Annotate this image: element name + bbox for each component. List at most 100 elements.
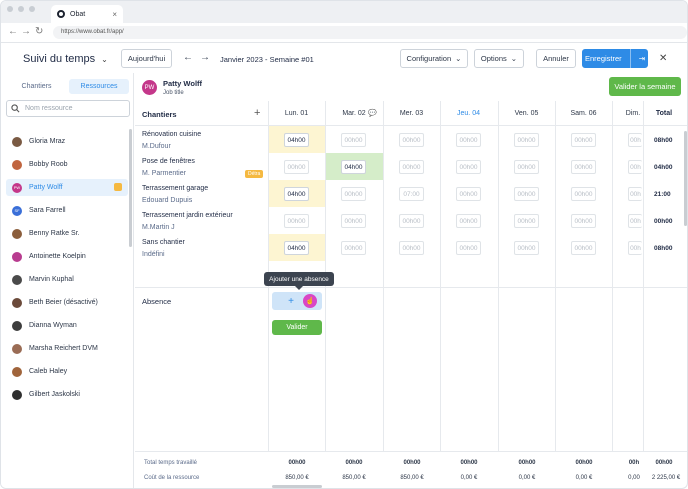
hour-input[interactable]: 04h00 bbox=[284, 133, 309, 147]
hour-input[interactable]: 04h00 bbox=[284, 241, 309, 255]
hour-input[interactable]: 04h00 bbox=[341, 160, 366, 174]
site-client: M.Dufour bbox=[142, 143, 171, 150]
absence-label: Absence bbox=[142, 297, 172, 306]
browser-tabbar: Obat × bbox=[1, 1, 687, 23]
page-title: Suivi du temps bbox=[23, 53, 96, 65]
comment-icon[interactable]: 💬 bbox=[368, 110, 377, 117]
hour-input[interactable]: 00h00 bbox=[571, 241, 596, 255]
cancel-button[interactable]: Annuler bbox=[536, 49, 576, 68]
avatar: PW bbox=[12, 182, 22, 193]
window-maximize-dot[interactable] bbox=[29, 6, 35, 12]
worker-name: Beth Beier (désactivé) bbox=[29, 299, 98, 306]
worker-item[interactable]: Antoinette Koelpin bbox=[6, 248, 128, 265]
avatar: PW bbox=[142, 80, 157, 95]
worker-item[interactable]: SF Sara Farrell bbox=[6, 202, 128, 219]
hour-input[interactable]: 00h00 bbox=[514, 133, 539, 147]
worker-item[interactable]: Gilbert Jaskolski bbox=[6, 386, 128, 403]
hour-input[interactable]: 00h00 bbox=[341, 214, 366, 228]
hour-input[interactable]: 00h bbox=[628, 160, 642, 174]
hour-input[interactable]: 00h00 bbox=[571, 214, 596, 228]
avatar bbox=[12, 343, 22, 354]
hour-input[interactable]: 00h00 bbox=[514, 241, 539, 255]
hour-input[interactable]: 00h00 bbox=[456, 241, 481, 255]
hour-input[interactable]: 00h00 bbox=[341, 133, 366, 147]
search-input[interactable] bbox=[25, 105, 115, 112]
tab-chantiers[interactable]: Chantiers bbox=[21, 83, 52, 90]
back-arrow-icon[interactable]: ← bbox=[8, 26, 18, 37]
hour-input[interactable]: 00h00 bbox=[514, 187, 539, 201]
vertical-scrollbar[interactable] bbox=[684, 131, 687, 226]
day-header: Ven. 05 bbox=[514, 110, 539, 117]
save-button[interactable]: Enregistrer ⇥ bbox=[582, 49, 648, 68]
worker-item[interactable]: Bobby Roob bbox=[6, 156, 128, 173]
hour-input[interactable]: 00h00 bbox=[571, 187, 596, 201]
chevron-down-icon: ⌄ bbox=[510, 54, 518, 63]
hour-input[interactable]: 07:00 bbox=[399, 187, 424, 201]
hour-input[interactable]: 00h00 bbox=[284, 214, 309, 228]
worker-name: Antoinette Koelpin bbox=[29, 253, 86, 260]
hour-input[interactable]: 00h00 bbox=[399, 133, 424, 147]
validate-week-button[interactable]: Valider la semaine bbox=[609, 77, 681, 96]
footer-time: 00h00 bbox=[575, 460, 593, 466]
hour-input[interactable]: 04h00 bbox=[284, 187, 309, 201]
url-field[interactable]: https://www.obat.fr/app/ bbox=[53, 26, 687, 39]
hour-input[interactable]: 00h00 bbox=[456, 187, 481, 201]
page-title-dropdown[interactable]: Suivi du temps ⌄ bbox=[23, 53, 108, 65]
hour-input[interactable]: 00h00 bbox=[341, 241, 366, 255]
next-week-arrow-icon[interactable]: → bbox=[200, 52, 210, 63]
hour-input[interactable]: 00h00 bbox=[399, 241, 424, 255]
configuration-button[interactable]: Configuration ⌄ bbox=[400, 49, 468, 68]
worker-item[interactable]: Gloria Mraz bbox=[6, 133, 128, 150]
tab-title: Obat bbox=[70, 10, 86, 18]
worker-name: Gloria Mraz bbox=[29, 138, 66, 145]
sidebar-scrollbar[interactable] bbox=[129, 129, 132, 247]
hour-input[interactable]: 00h00 bbox=[399, 214, 424, 228]
add-chantier-icon[interactable]: + bbox=[254, 107, 261, 119]
window-close-dot[interactable] bbox=[7, 6, 13, 12]
forward-arrow-icon[interactable]: → bbox=[21, 26, 31, 37]
reload-icon[interactable]: ↻ bbox=[35, 26, 44, 37]
site-client: M. Parmentier bbox=[142, 170, 186, 177]
window-minimize-dot[interactable] bbox=[18, 6, 24, 12]
avatar bbox=[12, 320, 22, 331]
today-button[interactable]: Aujourd'hui bbox=[121, 49, 172, 68]
browser-tab[interactable]: Obat × bbox=[51, 5, 123, 23]
hour-input[interactable]: 00h bbox=[628, 241, 642, 255]
day-header: Lun. 01 bbox=[284, 110, 309, 117]
hour-input[interactable]: 00h00 bbox=[514, 160, 539, 174]
hour-input[interactable]: 00h bbox=[628, 187, 642, 201]
worker-item[interactable]: Beth Beier (désactivé) bbox=[6, 294, 128, 311]
worker-item[interactable]: Marvin Kuphal bbox=[6, 271, 128, 288]
hour-input[interactable]: 00h bbox=[628, 133, 642, 147]
hour-input[interactable]: 00h00 bbox=[341, 187, 366, 201]
hour-input[interactable]: 00h00 bbox=[399, 160, 424, 174]
worker-item[interactable]: Marsha Reichert DVM bbox=[6, 340, 128, 357]
pointer-cursor-icon: ☝ bbox=[303, 294, 317, 308]
hour-input[interactable]: 00h00 bbox=[284, 160, 309, 174]
hour-input[interactable]: 00h00 bbox=[456, 133, 481, 147]
hour-input[interactable]: 00h00 bbox=[456, 160, 481, 174]
search-box[interactable] bbox=[6, 100, 130, 117]
grid-line bbox=[643, 101, 644, 451]
grid-line bbox=[555, 101, 556, 451]
tab-ressources[interactable]: Ressources bbox=[69, 79, 129, 94]
worker-item[interactable]: Benny Ratke Sr. bbox=[6, 225, 128, 242]
previous-week-arrow-icon[interactable]: ← bbox=[183, 52, 193, 63]
hour-input[interactable]: 00h00 bbox=[571, 133, 596, 147]
tooltip-arrow bbox=[295, 286, 303, 290]
options-button[interactable]: Options ⌄ bbox=[474, 49, 524, 68]
validate-day-button[interactable]: Valider bbox=[272, 320, 322, 335]
worker-item-active[interactable]: PW Patty Wolff bbox=[6, 179, 128, 196]
worker-item[interactable]: Caleb Haley bbox=[6, 363, 128, 380]
footer-cost: 0,00 bbox=[628, 475, 640, 481]
worker-item[interactable]: Dianna Wyman bbox=[6, 317, 128, 334]
hour-input[interactable]: 00h00 bbox=[571, 160, 596, 174]
close-icon[interactable]: ✕ bbox=[659, 53, 668, 64]
hour-input[interactable]: 00h00 bbox=[514, 214, 539, 228]
save-and-exit-icon[interactable]: ⇥ bbox=[638, 54, 645, 63]
horizontal-scrollbar[interactable] bbox=[272, 485, 322, 488]
hour-input[interactable]: 00h00 bbox=[456, 214, 481, 228]
hour-input[interactable]: 00h bbox=[628, 214, 642, 228]
tab-close-icon[interactable]: × bbox=[112, 9, 117, 19]
